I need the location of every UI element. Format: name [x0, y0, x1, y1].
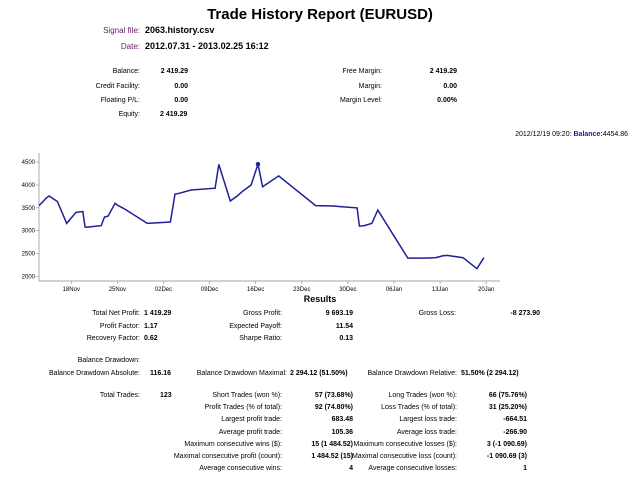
balance-chart: 2000 2500 3000 3500 4000 4500 18Nov 25Nov 02Dec…	[22, 153, 500, 293]
largest-loss-value: -664.51	[503, 416, 527, 423]
floating-pl-label: Floating P/L:	[100, 97, 140, 104]
profit-factor-value: 1.17	[144, 323, 158, 330]
y-tick-label: 4000	[22, 183, 36, 189]
sharpe-ratio-value: 0.13	[339, 335, 353, 342]
short-trades-value: 57 (73.68%)	[314, 392, 353, 399]
maximal-consec-loss-label: Maximal consecutive loss (count):	[351, 453, 457, 460]
x-tick-label: 23Dec	[293, 287, 310, 293]
bd-absolute-label: Balance Drawdown Absolute:	[48, 370, 140, 377]
x-tick-label: 30Dec	[339, 287, 356, 293]
credit-facility-label: Credit Facility:	[95, 83, 140, 90]
x-tick-label: 20Jan	[478, 287, 494, 293]
total-trades-label: Total Trades:	[99, 392, 140, 399]
expected-payoff-value: 11.54	[335, 323, 353, 330]
max-consec-wins-value: 15 (1 484.52)	[311, 441, 353, 448]
equity-label: Equity:	[118, 111, 140, 118]
signal-file-label: Signal file:	[103, 26, 140, 35]
balance-drawdown-label: Balance Drawdown:	[77, 357, 140, 364]
balance-series-line	[38, 161, 485, 270]
x-tick-label: 18Nov	[63, 287, 80, 293]
x-tick-label: 16Dec	[247, 287, 264, 293]
avg-consec-losses-label: Average consecutive losses:	[368, 465, 457, 472]
max-consec-wins-label: Maximum consecutive wins ($):	[184, 441, 282, 448]
gross-profit-value: 9 693.19	[325, 310, 353, 317]
largest-profit-value: 683.48	[331, 416, 353, 423]
avg-loss-value: -266.90	[503, 429, 527, 436]
long-trades-label: Long Trades (won %):	[388, 392, 457, 399]
long-trades-value: 66 (75.76%)	[488, 392, 527, 399]
y-tick-label: 2500	[22, 252, 36, 258]
date-value: 2012.07.31 - 2013.02.25 16:12	[145, 41, 269, 51]
gross-profit-label: Gross Profit:	[243, 310, 282, 317]
balance-label: Balance:	[112, 68, 140, 75]
equity-value: 2 419.29	[160, 111, 188, 118]
chart-header-datetime: 2012/12/19 09:20:	[515, 131, 572, 138]
avg-consec-wins-label: Average consecutive wins:	[199, 465, 282, 472]
bd-maximal-value: 2 294.12 (51.50%)	[290, 370, 348, 377]
profit-factor-label: Profit Factor:	[99, 323, 140, 330]
floating-pl-value: 0.00	[174, 97, 188, 104]
margin-level-value: 0.00%	[437, 97, 457, 104]
profit-trades-value: 92 (74.80%)	[314, 404, 353, 411]
y-tick-label: 3500	[22, 206, 36, 212]
balance-value: 2 419.29	[160, 68, 188, 75]
x-tick-label: 09Dec	[201, 287, 218, 293]
loss-trades-value: 31 (25.20%)	[488, 404, 527, 411]
max-consec-losses-value: 3 (-1 090.69)	[486, 441, 527, 448]
bd-relative-value: 51.50% (2 294.12)	[461, 370, 519, 377]
margin-value: 0.00	[443, 83, 457, 90]
y-tick-label: 4500	[22, 160, 36, 166]
credit-facility-value: 0.00	[174, 83, 188, 90]
page-title: Trade History Report (EURUSD)	[207, 6, 433, 23]
x-tick-label: 25Nov	[109, 287, 126, 293]
date-label: Date:	[120, 42, 140, 51]
bd-relative-label: Balance Drawdown Relative:	[367, 370, 458, 377]
free-margin-value: 2 419.29	[429, 68, 457, 75]
margin-label: Margin:	[358, 83, 382, 90]
short-trades-label: Short Trades (won %):	[212, 392, 282, 399]
gross-loss-label: Gross Loss:	[418, 310, 456, 317]
largest-loss-label: Largest loss trade:	[399, 416, 457, 423]
avg-consec-losses-value: 1	[523, 465, 527, 472]
loss-trades-label: Loss Trades (% of total):	[381, 404, 457, 411]
avg-profit-label: Average profit trade:	[218, 429, 282, 436]
y-tick-label: 2000	[22, 274, 36, 280]
balance-highlight-point	[255, 162, 261, 167]
x-tick-label: 06Jan	[386, 287, 402, 293]
total-net-profit-value: 1 419.29	[144, 310, 172, 317]
avg-consec-wins-value: 4	[349, 465, 353, 472]
sharpe-ratio-label: Sharpe Ratio:	[239, 335, 282, 342]
maximal-consec-profit-label: Maximal consecutive profit (count):	[173, 453, 282, 460]
margin-level-label: Margin Level:	[339, 97, 382, 104]
y-tick-label: 3000	[22, 229, 36, 235]
avg-loss-label: Average loss trade:	[396, 429, 457, 436]
profit-trades-label: Profit Trades (% of total):	[204, 404, 282, 411]
maximal-consec-loss-value: -1 090.69 (3)	[486, 453, 527, 460]
bd-maximal-label: Balance Drawdown Maximal:	[196, 370, 287, 377]
x-tick-label: 13Jan	[432, 287, 448, 293]
total-trades-value: 123	[160, 392, 172, 399]
x-tick-label: 02Dec	[155, 287, 172, 293]
recovery-factor-value: 0.62	[144, 335, 158, 342]
total-net-profit-label: Total Net Profit:	[92, 310, 140, 317]
results-heading: Results	[303, 294, 337, 304]
expected-payoff-label: Expected Payoff:	[229, 323, 282, 330]
free-margin-label: Free Margin:	[342, 68, 382, 75]
max-consec-losses-label: Maximum consecutive losses ($):	[353, 441, 457, 448]
signal-file-value: 2063.history.csv	[145, 25, 215, 35]
maximal-consec-profit-value: 1 484.52 (15)	[311, 453, 353, 460]
avg-profit-value: 105.36	[331, 429, 353, 436]
gross-loss-value: -8 273.90	[510, 310, 540, 317]
largest-profit-label: Largest profit trade:	[221, 416, 282, 423]
bd-absolute-value: 116.16	[150, 370, 172, 377]
recovery-factor-label: Recovery Factor:	[86, 335, 140, 342]
chart-header-balance-value: 4454.86	[602, 131, 628, 138]
chart-header-balance-label: Balance:	[573, 131, 603, 138]
chart-header: 2012/12/19 09:20: Balance:4454.86	[515, 131, 628, 138]
